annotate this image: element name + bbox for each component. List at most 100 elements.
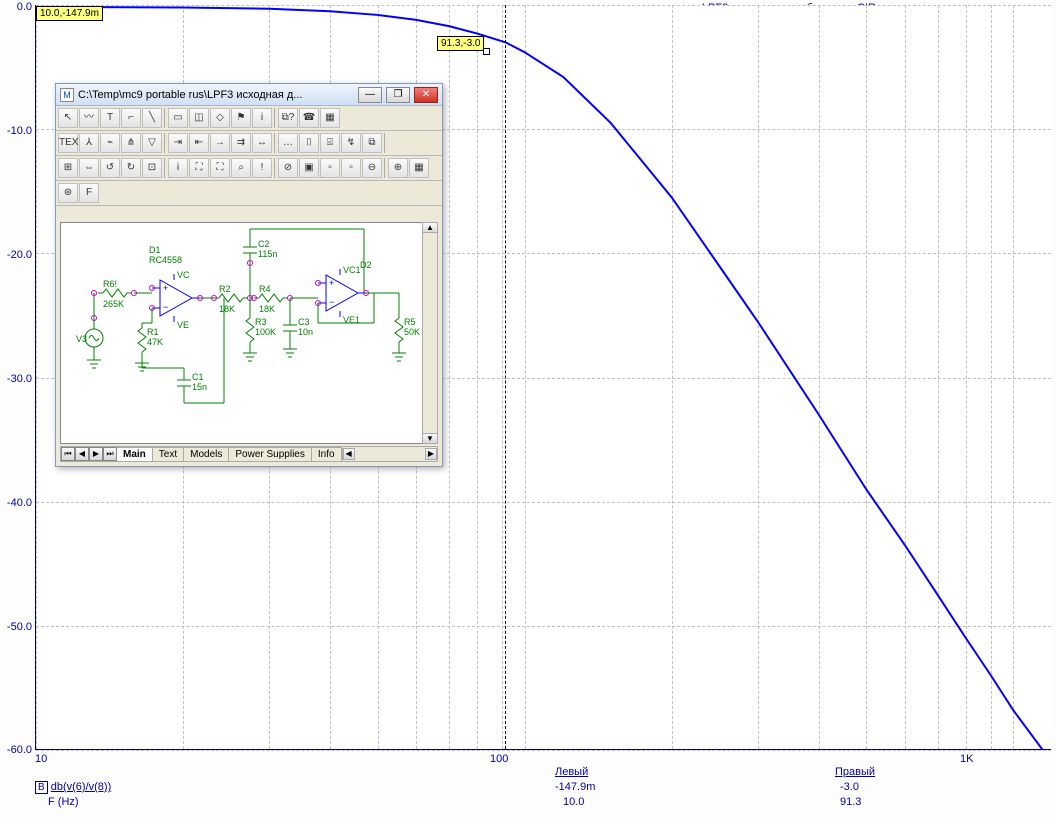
toolbar-button[interactable]: ▣: [299, 158, 319, 178]
svg-text:50K: 50K: [404, 327, 420, 337]
close-button[interactable]: ✕: [414, 87, 438, 103]
toolbar-button[interactable]: ☎: [299, 108, 319, 128]
toolbar-button[interactable]: ▦: [320, 108, 340, 128]
toolbar-button[interactable]: ⍃: [320, 133, 340, 153]
toolbar-button[interactable]: i: [252, 108, 272, 128]
toolbar-button[interactable]: ▫: [341, 158, 361, 178]
svg-text:VC: VC: [177, 270, 190, 280]
toolbar-button[interactable]: ╲: [142, 108, 162, 128]
svg-text:D1: D1: [149, 245, 161, 255]
tab-nav-first[interactable]: ⏮: [61, 447, 75, 461]
toolbar-button[interactable]: ⌁: [100, 133, 120, 153]
toolbar-button[interactable]: ⇥: [168, 133, 188, 153]
svg-text:C1: C1: [192, 372, 204, 382]
svg-text:47K: 47K: [147, 337, 163, 347]
toolbar-button[interactable]: ◇: [210, 108, 230, 128]
toolbar-button[interactable]: ⚑: [231, 108, 251, 128]
legend-left-y: -147.9m: [555, 781, 595, 793]
toolbar-button[interactable]: TEXT: [58, 133, 78, 153]
schematic-hscrollbar[interactable]: ◀▶: [342, 448, 437, 460]
legend-left-header: Левый: [555, 766, 588, 778]
toolbar-button[interactable]: F: [79, 183, 99, 203]
toolbar-button[interactable]: !: [252, 158, 272, 178]
svg-text:C2: C2: [258, 239, 270, 249]
toolbar-button[interactable]: ⛶: [210, 158, 230, 178]
cursor-line-right[interactable]: [505, 5, 506, 749]
trace-expression-link[interactable]: db(v(6)/v(8)): [51, 781, 112, 793]
toolbar-button[interactable]: ↯: [341, 133, 361, 153]
grid-line-h: [36, 502, 1051, 503]
toolbar-button[interactable]: ↖: [58, 108, 78, 128]
legend-right-x: 91.3: [840, 796, 861, 808]
svg-text:VC1: VC1: [343, 265, 361, 275]
grid-line-h: [36, 626, 1051, 627]
tab-main[interactable]: Main: [117, 447, 153, 461]
tab-power-supplies[interactable]: Power Supplies: [229, 447, 311, 461]
svg-text:115n: 115n: [258, 249, 277, 259]
toolbar-button[interactable]: 〰: [79, 108, 99, 128]
toolbar-3: ⊞⇔↺↻⊡ⅰ⛶⛶⌕!⊘▣▫▫⊖⊕▦: [56, 156, 442, 181]
toolbar-button[interactable]: ⊘: [278, 158, 298, 178]
tab-nav-prev[interactable]: ◀: [75, 447, 89, 461]
grid-line-h: [36, 750, 1051, 751]
toolbar-1: ↖〰T⌐╲ ▭◫◇⚑i ⧉?☎▦: [56, 106, 442, 131]
toolbar-button[interactable]: ⧉: [362, 133, 382, 153]
x-tick-label: 10: [35, 753, 47, 765]
legend-right-y: -3.0: [840, 781, 859, 793]
tab-nav-next[interactable]: ▶: [89, 447, 103, 461]
toolbar-button[interactable]: ⌕: [231, 158, 251, 178]
toolbar-button[interactable]: ▦: [409, 158, 429, 178]
toolbar-button[interactable]: …: [278, 133, 298, 153]
toolbar-button[interactable]: ⊛: [58, 183, 78, 203]
svg-text:RC4558: RC4558: [149, 255, 182, 265]
schematic-canvas[interactable]: V3R6!265K+−VCVED1RC4558R147KC115nR218KC2…: [60, 222, 438, 444]
svg-text:15n: 15n: [192, 382, 207, 392]
toolbar-button[interactable]: ⊖: [362, 158, 382, 178]
legend-right-header: Правый: [835, 766, 875, 778]
toolbar-button[interactable]: ⊡: [142, 158, 162, 178]
toolbar-button[interactable]: ▭: [168, 108, 188, 128]
toolbar-4: ⊛F: [56, 181, 442, 206]
toolbar-button[interactable]: ⇉: [231, 133, 251, 153]
toolbar-button[interactable]: ⛶: [189, 158, 209, 178]
toolbar-button[interactable]: ⅰ: [168, 158, 188, 178]
toolbar-button[interactable]: ⇔: [79, 158, 99, 178]
toolbar-button[interactable]: →: [210, 133, 230, 153]
cursor-right-marker[interactable]: 91.3,-3.0: [437, 36, 484, 51]
y-tick-label: -30.0: [0, 373, 32, 385]
toolbar-button[interactable]: ⅄: [79, 133, 99, 153]
tab-nav-last[interactable]: ⏭: [103, 447, 117, 461]
window-titlebar[interactable]: M C:\Temp\mc9 portable rus\LPF3 исходная…: [56, 84, 442, 106]
toolbar-button[interactable]: ⊞: [58, 158, 78, 178]
toolbar-button[interactable]: ↔: [252, 133, 272, 153]
minimize-button[interactable]: —: [358, 87, 382, 103]
svg-text:D2: D2: [360, 260, 372, 270]
toolbar-button[interactable]: ◫: [189, 108, 209, 128]
toolbar-button[interactable]: ⌷: [299, 133, 319, 153]
cursor-left-marker[interactable]: 10.0,-147.9m: [36, 6, 103, 21]
toolbar-button[interactable]: ⌐: [121, 108, 141, 128]
toolbar-button[interactable]: ⧉?: [278, 108, 298, 128]
svg-text:18K: 18K: [259, 304, 275, 314]
y-tick-label: -50.0: [0, 621, 32, 633]
toolbar-button[interactable]: ⇤: [189, 133, 209, 153]
svg-text:10n: 10n: [298, 327, 313, 337]
toolbar-button[interactable]: ↻: [121, 158, 141, 178]
svg-text:R3: R3: [255, 317, 267, 327]
tab-models[interactable]: Models: [184, 447, 229, 461]
cursor-right-handle[interactable]: [483, 48, 490, 55]
maximize-button[interactable]: ❐: [386, 87, 410, 103]
schematic-vscrollbar[interactable]: [422, 222, 438, 444]
toolbar-button[interactable]: T: [100, 108, 120, 128]
toolbar-button[interactable]: ▫: [320, 158, 340, 178]
toolbar-button[interactable]: ▽: [142, 133, 162, 153]
tab-text[interactable]: Text: [153, 447, 184, 461]
tab-info[interactable]: Info: [312, 447, 342, 461]
toolbar-button[interactable]: ⋔: [121, 133, 141, 153]
toolbar-button[interactable]: ↺: [100, 158, 120, 178]
legend-box-icon[interactable]: B: [35, 781, 48, 794]
schematic-window[interactable]: M C:\Temp\mc9 portable rus\LPF3 исходная…: [55, 83, 443, 467]
y-tick-label: -10.0: [0, 125, 32, 137]
svg-text:−: −: [329, 297, 334, 307]
toolbar-button[interactable]: ⊕: [388, 158, 408, 178]
